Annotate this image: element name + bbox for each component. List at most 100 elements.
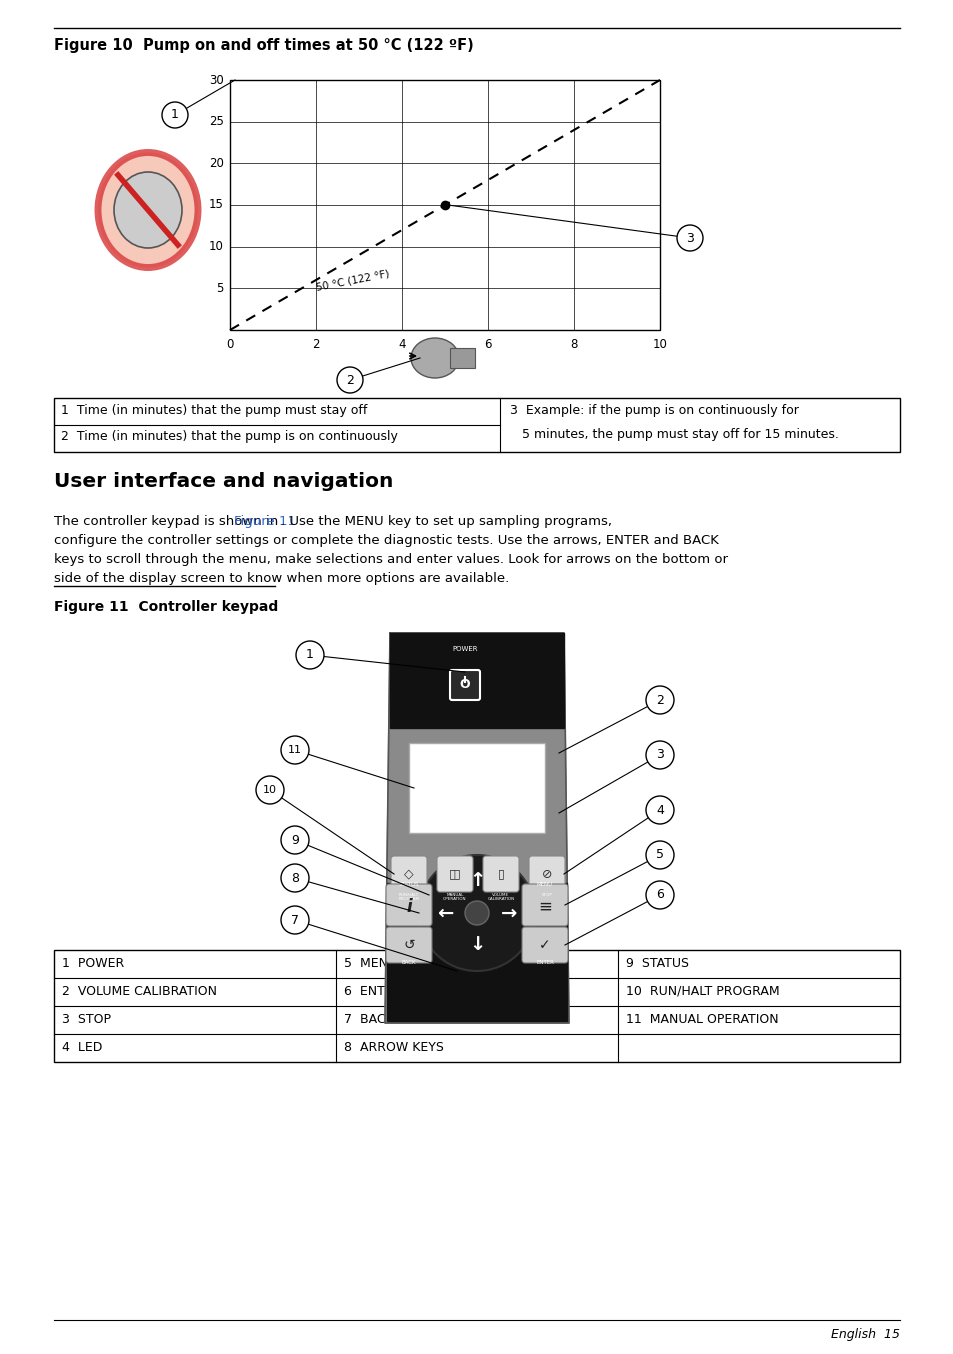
Text: 2  VOLUME CALIBRATION: 2 VOLUME CALIBRATION xyxy=(62,984,216,998)
FancyBboxPatch shape xyxy=(391,856,427,892)
Text: ◫: ◫ xyxy=(449,868,460,880)
Text: 10  RUN/HALT PROGRAM: 10 RUN/HALT PROGRAM xyxy=(625,984,779,998)
Text: ↑: ↑ xyxy=(468,872,485,891)
Text: 10: 10 xyxy=(263,785,276,795)
Text: ✓: ✓ xyxy=(538,938,550,952)
Text: 8: 8 xyxy=(291,872,298,884)
Circle shape xyxy=(464,900,489,925)
Text: 11  MANUAL OPERATION: 11 MANUAL OPERATION xyxy=(625,1013,778,1026)
Text: STOP: STOP xyxy=(541,894,552,896)
Text: 8  ARROW KEYS: 8 ARROW KEYS xyxy=(344,1041,443,1053)
Circle shape xyxy=(645,741,673,769)
Circle shape xyxy=(677,225,702,250)
FancyBboxPatch shape xyxy=(521,927,567,963)
FancyBboxPatch shape xyxy=(386,884,432,926)
Text: side of the display screen to know when more options are available.: side of the display screen to know when … xyxy=(54,571,509,585)
Bar xyxy=(450,348,475,368)
Text: ⊘: ⊘ xyxy=(541,868,552,880)
FancyBboxPatch shape xyxy=(386,927,432,963)
Text: 5: 5 xyxy=(656,849,663,861)
Text: 1: 1 xyxy=(306,649,314,662)
Text: 3  Example: if the pump is on continuously for: 3 Example: if the pump is on continuousl… xyxy=(509,403,798,417)
Text: Ο: Ο xyxy=(459,678,470,692)
Text: ◇: ◇ xyxy=(404,868,414,880)
Text: . Use the MENU key to set up sampling programs,: . Use the MENU key to set up sampling pr… xyxy=(281,515,612,528)
Text: 50 °C (122 °F): 50 °C (122 °F) xyxy=(314,268,390,292)
Text: 3: 3 xyxy=(685,232,693,245)
Circle shape xyxy=(281,906,309,934)
Circle shape xyxy=(295,640,324,669)
Text: 2  Time (in minutes) that the pump is on continuously: 2 Time (in minutes) that the pump is on … xyxy=(61,431,397,443)
Circle shape xyxy=(645,686,673,714)
Text: 6: 6 xyxy=(484,338,491,351)
Text: BACK: BACK xyxy=(401,960,416,965)
Text: The controller keypad is shown in: The controller keypad is shown in xyxy=(54,515,282,528)
Text: 0: 0 xyxy=(226,338,233,351)
Text: 5 minutes, the pump must stay off for 15 minutes.: 5 minutes, the pump must stay off for 15… xyxy=(521,428,838,441)
Text: 11: 11 xyxy=(288,745,302,756)
Circle shape xyxy=(645,881,673,909)
Polygon shape xyxy=(387,883,566,1021)
Text: 2: 2 xyxy=(346,374,354,386)
FancyBboxPatch shape xyxy=(482,856,518,892)
Text: 4: 4 xyxy=(397,338,405,351)
Ellipse shape xyxy=(113,172,182,248)
Text: 1  POWER: 1 POWER xyxy=(62,957,124,969)
Ellipse shape xyxy=(411,338,458,378)
Text: 5  MENU: 5 MENU xyxy=(344,957,396,969)
Circle shape xyxy=(418,854,535,971)
Bar xyxy=(230,80,659,330)
Circle shape xyxy=(255,776,284,804)
Text: ▯: ▯ xyxy=(497,868,504,880)
Text: 1: 1 xyxy=(171,108,179,122)
Text: 2: 2 xyxy=(656,693,663,707)
Text: ↓: ↓ xyxy=(468,936,485,955)
Text: 7  BACK: 7 BACK xyxy=(344,1013,394,1026)
Text: 3  STOP: 3 STOP xyxy=(62,1013,111,1026)
FancyBboxPatch shape xyxy=(450,670,479,700)
Text: i: i xyxy=(406,898,412,917)
Text: 9: 9 xyxy=(291,834,298,846)
Circle shape xyxy=(336,367,363,393)
Text: MANUAL
OPERATION: MANUAL OPERATION xyxy=(443,894,466,902)
Circle shape xyxy=(281,737,309,764)
Circle shape xyxy=(162,102,188,129)
Text: STATUS: STATUS xyxy=(398,883,418,887)
Text: 10: 10 xyxy=(209,240,224,253)
Text: ENTER: ENTER xyxy=(536,960,554,965)
Circle shape xyxy=(645,841,673,869)
Text: ←: ← xyxy=(436,903,453,922)
Text: 1  Time (in minutes) that the pump must stay off: 1 Time (in minutes) that the pump must s… xyxy=(61,403,367,417)
Polygon shape xyxy=(390,634,563,728)
Text: 8: 8 xyxy=(570,338,578,351)
Bar xyxy=(409,743,544,833)
Text: 3: 3 xyxy=(656,749,663,761)
Text: configure the controller settings or complete the diagnostic tests. Use the arro: configure the controller settings or com… xyxy=(54,533,719,547)
Bar xyxy=(54,398,899,452)
Text: MENU: MENU xyxy=(537,883,553,887)
Ellipse shape xyxy=(98,153,198,268)
Text: 4  LED: 4 LED xyxy=(62,1041,102,1053)
Text: VOLUME
CALIBRATION: VOLUME CALIBRATION xyxy=(487,894,514,902)
Text: 6: 6 xyxy=(656,888,663,902)
Text: 25: 25 xyxy=(209,115,224,129)
Text: keys to scroll through the menu, make selections and enter values. Look for arro: keys to scroll through the menu, make se… xyxy=(54,552,727,566)
Text: ≡: ≡ xyxy=(537,898,552,917)
Text: RUN/HALT
PROGRAM: RUN/HALT PROGRAM xyxy=(398,894,419,902)
Text: 7: 7 xyxy=(291,914,298,926)
Text: 30: 30 xyxy=(209,73,224,87)
Text: Figure 11  Controller keypad: Figure 11 Controller keypad xyxy=(54,600,278,613)
Text: English  15: English 15 xyxy=(830,1328,899,1340)
FancyBboxPatch shape xyxy=(436,856,473,892)
Text: 15: 15 xyxy=(209,199,224,211)
Circle shape xyxy=(281,826,309,854)
Text: ↺: ↺ xyxy=(403,938,415,952)
Text: POWER: POWER xyxy=(452,646,477,653)
FancyBboxPatch shape xyxy=(529,856,564,892)
Text: 10: 10 xyxy=(652,338,667,351)
FancyBboxPatch shape xyxy=(521,884,567,926)
Text: 2: 2 xyxy=(312,338,319,351)
Text: 9  STATUS: 9 STATUS xyxy=(625,957,688,969)
Circle shape xyxy=(645,796,673,825)
Text: 20: 20 xyxy=(209,157,224,169)
